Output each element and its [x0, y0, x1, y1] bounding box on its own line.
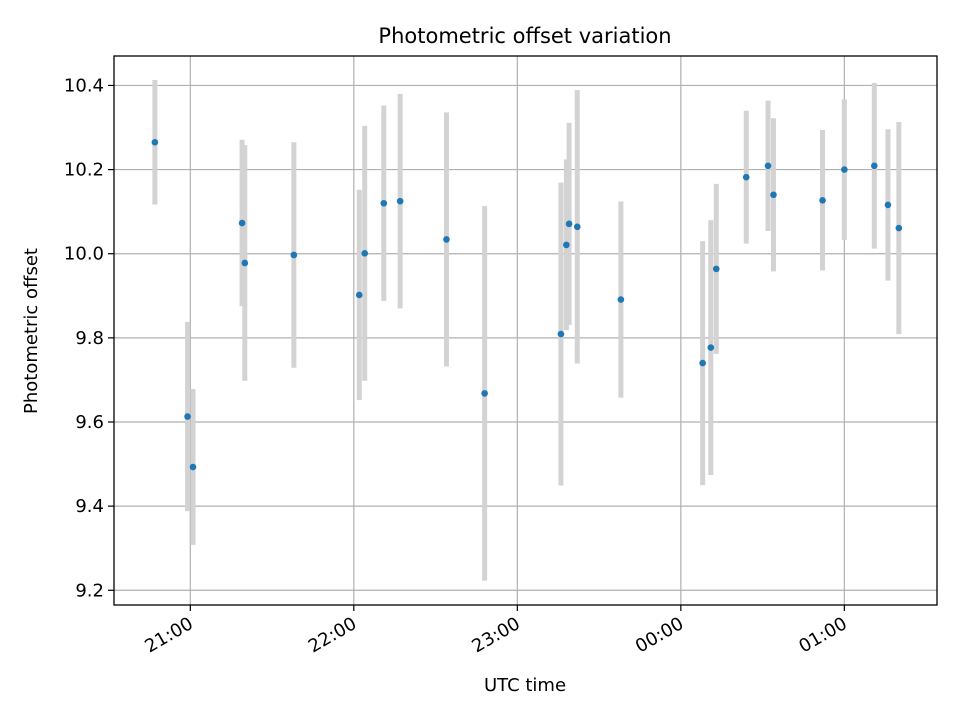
data-point: [617, 296, 625, 303]
data-point: [770, 191, 777, 199]
data-point: [557, 330, 565, 338]
y-axis-label: Photometric offset: [21, 248, 42, 414]
data-point: [764, 162, 772, 170]
data-point: [707, 344, 715, 351]
data-point: [238, 219, 246, 227]
data-point: [481, 390, 488, 397]
x-axis-label: UTC time: [484, 675, 566, 696]
data-point: [712, 265, 720, 273]
grid-lines: [114, 56, 937, 605]
data-point: [184, 413, 191, 420]
y-tick-label: 10.4: [64, 75, 104, 96]
data-point: [565, 220, 573, 228]
data-points: [151, 138, 903, 471]
y-tick-label: 10.2: [64, 160, 104, 181]
data-point: [884, 201, 892, 209]
plot-frame: [113, 55, 938, 606]
data-point: [355, 291, 363, 299]
data-point: [699, 359, 706, 367]
data-point: [361, 250, 369, 257]
y-tick-label: 9.2: [75, 580, 104, 601]
data-point: [563, 241, 570, 249]
data-point: [151, 138, 159, 146]
y-tick-label: 9.6: [75, 412, 104, 433]
data-point: [189, 463, 197, 471]
data-point: [819, 196, 826, 204]
data-point: [742, 173, 750, 181]
data-point: [841, 166, 848, 173]
y-tick-label: 10.0: [64, 244, 104, 265]
chart-title: Photometric offset variation: [378, 24, 671, 48]
y-tick-label: 9.4: [75, 496, 104, 517]
data-point: [380, 199, 388, 207]
y-tick-label: 9.8: [75, 328, 104, 349]
data-point: [396, 197, 404, 205]
data-point: [573, 223, 581, 231]
data-point: [871, 162, 878, 170]
data-point: [290, 251, 298, 259]
y-axis-ticks: 9.2 9.4 9.6 9.8 10.0 10.2 10.4: [64, 75, 114, 601]
data-point: [443, 236, 450, 243]
data-point: [241, 259, 249, 267]
data-point: [895, 224, 903, 232]
